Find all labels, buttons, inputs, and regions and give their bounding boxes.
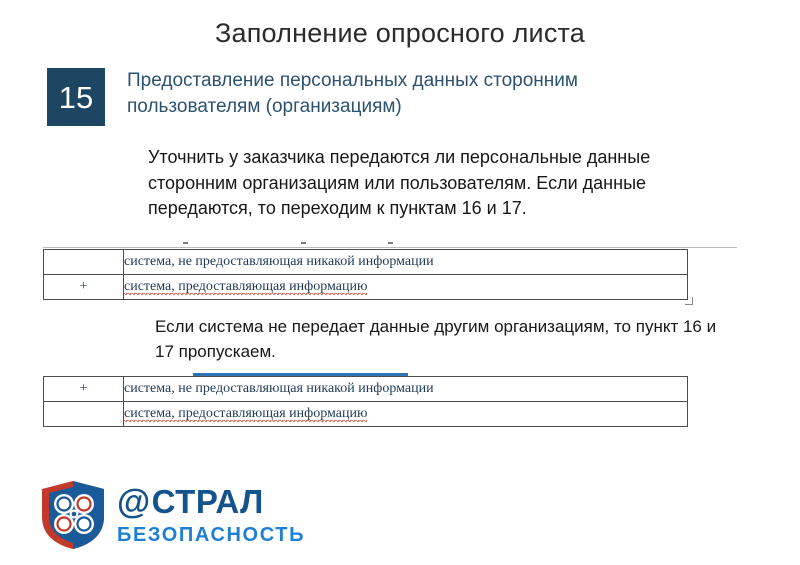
logo-name: СТРАЛ bbox=[151, 483, 264, 520]
table-data-not-transferred: + система, не предоставляющая никакой ин… bbox=[43, 376, 688, 427]
table-data-transferred: система, не предоставляющая никакой инфо… bbox=[43, 249, 688, 300]
table-resize-handle-icon[interactable] bbox=[685, 297, 693, 305]
row-mark-cell: + bbox=[43, 376, 124, 402]
table-row: система, предоставляющая информацию bbox=[43, 401, 688, 427]
table-row: + система, предоставляющая информацию bbox=[43, 274, 688, 300]
row-description-text: система, не предоставляющая никакой инфо… bbox=[124, 380, 434, 396]
table-row: + система, не предоставляющая никакой ин… bbox=[43, 376, 688, 402]
ruler-tick-icon bbox=[388, 242, 393, 244]
item-number-badge: 15 bbox=[47, 68, 105, 126]
slide-title: Заполнение опросного листа bbox=[214, 18, 586, 48]
row-description-cell: система, предоставляющая информацию bbox=[123, 274, 688, 300]
numbered-item-block: 15 Предоставление персональных данных ст… bbox=[47, 68, 757, 126]
row-description-text: система, не предоставляющая никакой инфо… bbox=[124, 253, 434, 269]
item-heading: Предоставление персональных данных сторо… bbox=[127, 70, 578, 118]
logo-name-row: @ СТРАЛ bbox=[117, 485, 305, 519]
table-row: система, не предоставляющая никакой инфо… bbox=[43, 249, 688, 275]
ruler-tick-icon bbox=[301, 242, 306, 244]
pasted-table-image-second: + система, не предоставляющая никакой ин… bbox=[43, 373, 737, 427]
at-symbol-icon: @ bbox=[117, 483, 151, 521]
row-description-cell: система, не предоставляющая никакой инфо… bbox=[123, 249, 688, 275]
row-description-cell: система, не предоставляющая никакой инфо… bbox=[123, 376, 688, 402]
ruler-tick-marks bbox=[43, 239, 737, 249]
row-mark-cell: + bbox=[43, 274, 124, 300]
ruler-tick-icon bbox=[183, 242, 188, 244]
row-description-cell: система, предоставляющая информацию bbox=[123, 401, 688, 427]
company-logo: @ СТРАЛ БЕЗОПАСНОСТЬ bbox=[40, 479, 305, 551]
selection-highlight-bar bbox=[193, 373, 408, 376]
middle-paragraph: Если система не передает данные другим о… bbox=[155, 317, 717, 361]
shield-logo-icon bbox=[42, 481, 104, 549]
row-mark-cell bbox=[43, 401, 124, 427]
row-mark-cell bbox=[43, 249, 124, 275]
main-paragraph: Уточнить у заказчика передаются ли персо… bbox=[148, 147, 651, 219]
pasted-table-image-first: система, не предоставляющая никакой инфо… bbox=[43, 239, 737, 305]
row-description-text: система, предоставляющая информацию bbox=[124, 405, 368, 422]
row-description-text: система, предоставляющая информацию bbox=[124, 278, 368, 295]
logo-wordmark: @ СТРАЛ БЕЗОПАСНОСТЬ bbox=[117, 485, 305, 545]
ruler-hairline bbox=[43, 247, 737, 248]
logo-tagline: БЕЗОПАСНОСТЬ bbox=[117, 524, 306, 546]
